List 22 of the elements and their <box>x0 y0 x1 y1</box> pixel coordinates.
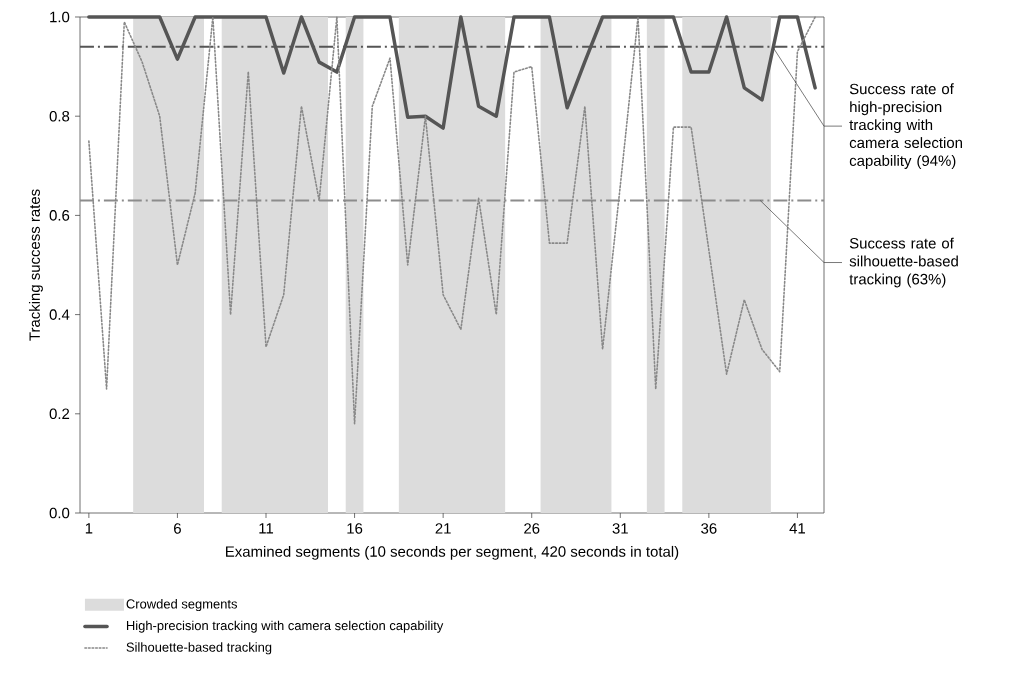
y-axis-title: Tracking success rates <box>28 189 43 341</box>
y-tick-label: 0.4 <box>49 309 70 320</box>
legend-label: Crowded segments <box>126 599 238 612</box>
y-tick-label: 0.8 <box>49 110 70 122</box>
ref-line-label: Success rate of silhouette-based tracking (63%) <box>849 237 958 288</box>
legend-label: High-precision tracking with camera selection capability <box>126 620 444 633</box>
legend-label: Silhouette-based tracking <box>126 642 272 655</box>
x-tick-label: 36 <box>701 523 717 534</box>
y-tick-label: 0.6 <box>49 210 70 221</box>
x-tick-label: 16 <box>347 523 363 534</box>
y-tick-label: 0.2 <box>49 408 70 420</box>
x-tick-label: 6 <box>174 523 181 534</box>
x-axis-title: Examined segments (10 seconds per segment, 420 seconds in total) <box>226 545 679 560</box>
x-tick-label: 31 <box>612 523 628 534</box>
y-tick-label: 0.0 <box>49 507 70 519</box>
x-tick-label: 11 <box>259 523 274 534</box>
ref-line-label: Success rate of high-precision tracking with camera selection capability (94%) <box>849 83 962 169</box>
x-tick-label: 21 <box>435 523 451 534</box>
x-tick-label: 41 <box>789 523 806 534</box>
y-tick-label: 1.0 <box>50 11 70 23</box>
x-tick-label: 26 <box>524 523 540 534</box>
x-tick-label: 1 <box>85 523 93 534</box>
